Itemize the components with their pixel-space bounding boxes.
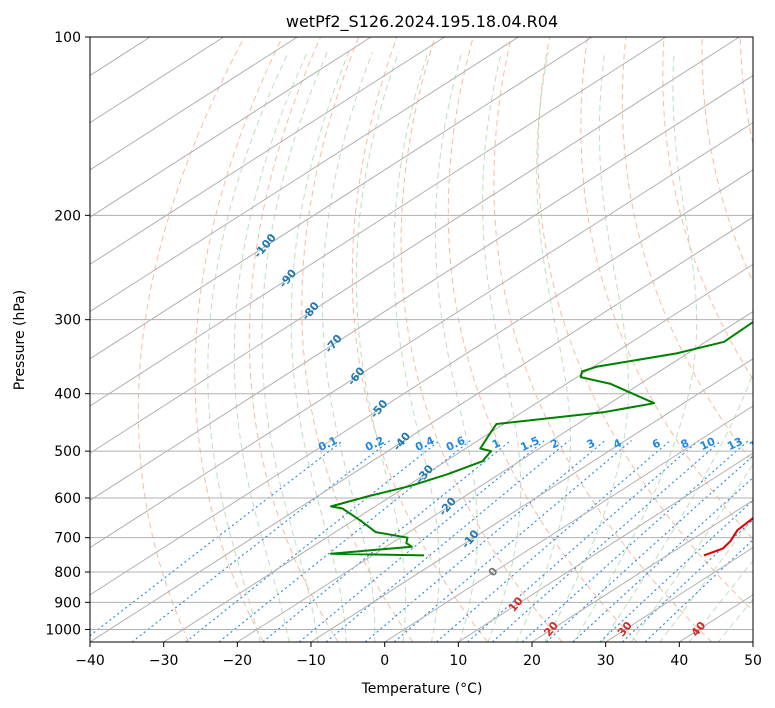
isotherm-line — [90, 169, 753, 596]
isotherm-line — [237, 310, 753, 642]
isotherm-line — [90, 37, 445, 265]
moist-adiabat — [290, 51, 350, 642]
isotherm-line — [90, 37, 298, 171]
y-tick-label: 200 — [54, 208, 81, 224]
y-tick-label: 500 — [54, 444, 81, 460]
moist-adiabat — [573, 51, 698, 642]
dry-adiabats — [137, 37, 753, 642]
isotherm-line — [90, 37, 593, 360]
mixing-ratio-line — [521, 440, 749, 642]
moist-adiabat — [630, 463, 753, 642]
dry-adiabat — [447, 37, 638, 642]
dry-adiabat — [493, 37, 713, 642]
y-tick-label: 1000 — [45, 622, 81, 638]
mixing-ratio-line — [364, 440, 606, 642]
x-tick-label: 40 — [670, 653, 688, 669]
isotherm-line — [90, 37, 372, 218]
moist-adiabat — [207, 51, 289, 642]
x-tick-label: −30 — [149, 653, 179, 669]
plot-frame — [89, 36, 754, 643]
y-axis-label: Pressure (hPa) — [12, 290, 28, 390]
x-axis-ticks: −40 −30 −20 −10 0 10 20 30 40 50 — [75, 642, 762, 669]
moist-adiabat — [482, 51, 522, 642]
moist-adiabat — [261, 51, 328, 642]
moist-adiabat — [688, 559, 753, 642]
x-tick-label: −20 — [223, 653, 253, 669]
mixing-ratio-line — [491, 440, 722, 642]
dry-adiabat — [248, 37, 339, 642]
dry-adiabat — [580, 37, 753, 540]
isotherm-line — [310, 358, 753, 642]
isotherm-line — [90, 37, 666, 407]
isotherm-line — [90, 37, 740, 454]
dry-adiabat — [137, 37, 245, 642]
mixing-ratio-label: 16 — [747, 435, 767, 453]
pressure-gridlines — [90, 37, 753, 630]
chart-title: wetPf2_S126.2024.195.18.04.R04 — [286, 12, 558, 32]
isotherm-line — [90, 37, 519, 313]
isotherm-line — [458, 452, 753, 642]
isotherm-line — [90, 122, 753, 549]
mixing-ratio-line — [545, 455, 753, 642]
moist-adiabat — [717, 598, 753, 642]
mixing-ratio-line — [393, 440, 632, 642]
moist-adiabat — [355, 51, 406, 642]
mixing-ratio-line — [436, 440, 671, 642]
y-axis-ticks: 100 200 300 400 500 600 700 800 900 1000 — [45, 30, 90, 638]
y-tick-label: 400 — [54, 387, 81, 403]
x-tick-label: −40 — [75, 653, 105, 669]
mixing-ratio-labels: 0.10.20.40.611.52346810131620253036 — [316, 434, 767, 454]
mixing-ratio-line — [218, 440, 471, 642]
mixing-ratio-label: 13 — [725, 435, 744, 453]
x-tick-label: 50 — [744, 653, 762, 669]
isotherm-line — [90, 216, 753, 642]
mixing-ratio-line — [644, 539, 753, 642]
y-tick-label: 800 — [54, 565, 81, 581]
moist-adiabat — [515, 51, 571, 642]
x-tick-label: 30 — [597, 653, 615, 669]
y-tick-label: 600 — [54, 491, 81, 507]
mixing-ratio-label: 10 — [698, 435, 718, 453]
isotherm-lines — [90, 37, 753, 642]
dry-adiabat — [194, 37, 284, 642]
isotherm-line — [163, 263, 753, 642]
mixing-ratio-line — [185, 440, 440, 642]
dry-adiabat — [351, 37, 488, 642]
mixing-ratio-line — [262, 440, 512, 642]
moist-adiabat — [393, 51, 440, 642]
dewpoint-profile-line — [329, 320, 753, 557]
isotherm-line — [90, 74, 753, 501]
moist-adiabat — [659, 516, 753, 642]
x-tick-label: −10 — [296, 653, 326, 669]
y-tick-label: 100 — [54, 30, 81, 46]
x-tick-label: 0 — [380, 653, 389, 669]
dry-adiabat — [621, 37, 753, 464]
dry-adiabat — [301, 37, 414, 642]
y-tick-label: 900 — [54, 595, 81, 611]
x-tick-label: 10 — [449, 653, 467, 669]
y-tick-label: 700 — [54, 531, 81, 547]
dry-adiabat — [537, 37, 753, 612]
moist-adiabat — [233, 51, 308, 642]
moist-adiabat — [544, 51, 629, 642]
mixing-ratio-lines — [90, 440, 753, 642]
x-axis-label: Temperature (°C) — [361, 681, 483, 697]
mixing-ratio-line — [467, 440, 700, 642]
isotherm-line — [384, 405, 753, 642]
moist-adiabat — [321, 51, 376, 642]
x-tick-label: 20 — [523, 653, 541, 669]
dry-adiabat — [662, 37, 753, 381]
y-tick-label: 300 — [54, 313, 81, 329]
isotherm-line — [531, 499, 753, 642]
